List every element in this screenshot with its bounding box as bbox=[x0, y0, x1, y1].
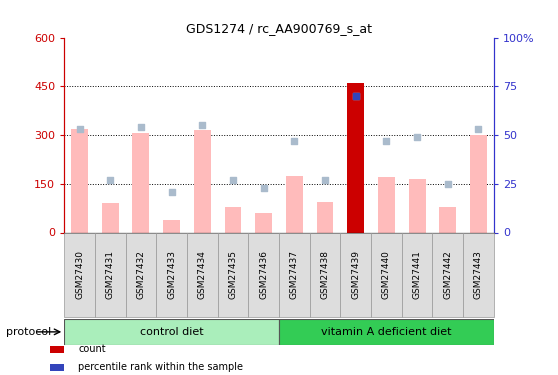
Point bbox=[320, 177, 329, 183]
Point bbox=[229, 177, 238, 183]
Bar bbox=[95, 232, 126, 317]
Bar bbox=[316, 202, 334, 232]
Text: vitamin A deficient diet: vitamin A deficient diet bbox=[321, 327, 451, 337]
Text: GSM27440: GSM27440 bbox=[382, 250, 391, 299]
Bar bbox=[126, 232, 156, 317]
Bar bbox=[279, 232, 310, 317]
Text: GSM27431: GSM27431 bbox=[105, 250, 115, 299]
Point bbox=[105, 177, 115, 183]
Point bbox=[290, 138, 299, 144]
Bar bbox=[439, 207, 456, 232]
Bar bbox=[371, 232, 402, 317]
Bar bbox=[310, 232, 340, 317]
Text: GSM27441: GSM27441 bbox=[412, 250, 422, 299]
Bar bbox=[402, 232, 432, 317]
Text: GSM27436: GSM27436 bbox=[259, 250, 268, 299]
Text: GSM27439: GSM27439 bbox=[351, 250, 360, 299]
Text: percentile rank within the sample: percentile rank within the sample bbox=[78, 362, 243, 372]
Text: GSM27434: GSM27434 bbox=[198, 250, 207, 299]
Bar bbox=[64, 232, 95, 317]
Point bbox=[259, 184, 268, 190]
Point bbox=[382, 138, 391, 144]
Bar bbox=[163, 219, 180, 232]
Point bbox=[412, 134, 421, 140]
Bar bbox=[378, 177, 395, 232]
Text: GSM27438: GSM27438 bbox=[320, 250, 330, 299]
Point bbox=[443, 181, 452, 187]
Bar bbox=[64, 319, 279, 345]
Text: GSM27430: GSM27430 bbox=[75, 250, 84, 299]
Title: GDS1274 / rc_AA900769_s_at: GDS1274 / rc_AA900769_s_at bbox=[186, 22, 372, 35]
Point bbox=[167, 189, 176, 195]
Text: GSM27442: GSM27442 bbox=[443, 251, 453, 299]
Text: count: count bbox=[78, 344, 106, 354]
Bar bbox=[470, 135, 487, 232]
Text: GSM27437: GSM27437 bbox=[290, 250, 299, 299]
Bar bbox=[279, 319, 494, 345]
Bar bbox=[286, 176, 303, 232]
Bar bbox=[340, 232, 371, 317]
Point bbox=[198, 122, 206, 128]
Bar bbox=[463, 232, 494, 317]
Bar bbox=[132, 134, 150, 232]
Bar bbox=[408, 179, 426, 232]
Point bbox=[474, 126, 483, 132]
Bar bbox=[224, 207, 242, 232]
Text: GSM27433: GSM27433 bbox=[167, 250, 176, 299]
Bar bbox=[194, 130, 211, 232]
Bar bbox=[71, 129, 88, 232]
Text: GSM27443: GSM27443 bbox=[474, 250, 483, 299]
Bar bbox=[255, 213, 272, 232]
Point bbox=[136, 124, 145, 130]
Text: control diet: control diet bbox=[140, 327, 204, 337]
Bar bbox=[218, 232, 248, 317]
Text: GSM27435: GSM27435 bbox=[228, 250, 238, 299]
Point bbox=[351, 93, 360, 99]
Bar bbox=[156, 232, 187, 317]
Text: protocol: protocol bbox=[6, 327, 51, 337]
Bar bbox=[102, 203, 119, 232]
Bar bbox=[432, 232, 463, 317]
Text: GSM27432: GSM27432 bbox=[136, 250, 146, 299]
Point bbox=[75, 126, 84, 132]
Point bbox=[351, 93, 360, 99]
Bar bbox=[248, 232, 279, 317]
Bar bbox=[347, 83, 364, 232]
Bar bbox=[187, 232, 218, 317]
